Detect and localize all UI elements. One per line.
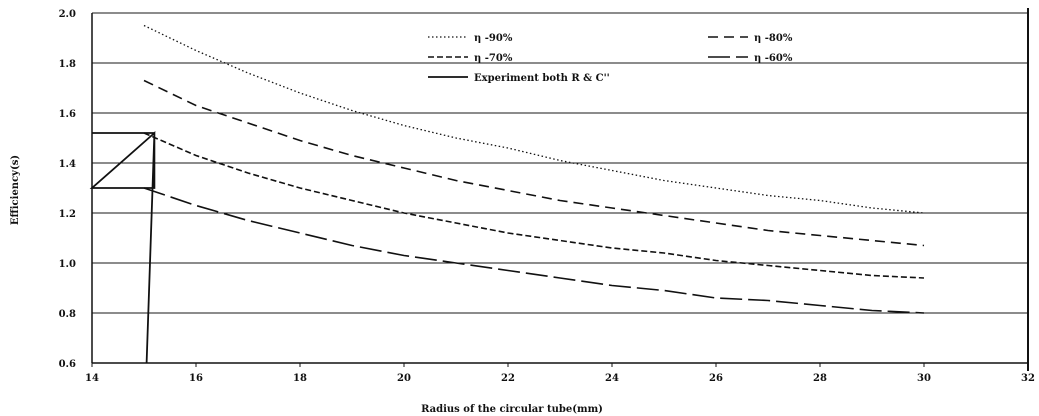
series-line-1 bbox=[143, 24, 925, 214]
legend-label-3: η -70% bbox=[474, 53, 513, 64]
series-line-5 bbox=[89, 130, 156, 364]
x-tick-label: 16 bbox=[189, 373, 203, 384]
x-tick-label: 32 bbox=[1021, 373, 1035, 384]
x-tick-label: 22 bbox=[501, 373, 515, 384]
x-tick-label: 24 bbox=[605, 373, 619, 384]
series-line-4 bbox=[143, 187, 925, 314]
y-tick-label: 2.0 bbox=[59, 9, 76, 20]
series-line-3 bbox=[143, 132, 925, 279]
x-tick-label: 20 bbox=[397, 373, 411, 384]
x-tick-label: 14 bbox=[85, 373, 99, 384]
series-line-2 bbox=[143, 79, 925, 247]
y-tick-label: 1.4 bbox=[59, 159, 76, 170]
grid-lines bbox=[92, 12, 1028, 364]
legend-label-5: Experiment both R & C'' bbox=[474, 73, 610, 84]
x-tick-label: 26 bbox=[709, 373, 723, 384]
y-tick-label: 0.6 bbox=[59, 359, 76, 370]
legend-label-4: η -60% bbox=[754, 53, 793, 64]
y-axis-title: Efficiency(s) bbox=[10, 155, 21, 225]
y-tick-label: 0.8 bbox=[59, 309, 76, 320]
x-axis-title: Radius of the circular tube(mm) bbox=[421, 404, 603, 415]
axes: 0.6 0.8 1.0 1.2 1.4 1.6 1.8 2.0 14 16 18 20 22 24 26 28… bbox=[59, 8, 1035, 384]
y-tick-label: 1.0 bbox=[59, 259, 76, 270]
series-lines bbox=[89, 24, 925, 364]
legend-label-1: η -90% bbox=[474, 33, 513, 44]
x-tick-label: 18 bbox=[293, 373, 307, 384]
x-tick-label: 30 bbox=[917, 373, 931, 384]
y-tick-label: 1.6 bbox=[59, 109, 76, 120]
y-tick-label: 1.8 bbox=[59, 59, 76, 70]
x-tick-label: 28 bbox=[813, 373, 827, 384]
legend: η -90% η -80% η -70% η -60% Experiment both … bbox=[428, 33, 793, 84]
y-tick-label: 1.2 bbox=[59, 209, 76, 220]
legend-label-2: η -80% bbox=[754, 33, 793, 44]
